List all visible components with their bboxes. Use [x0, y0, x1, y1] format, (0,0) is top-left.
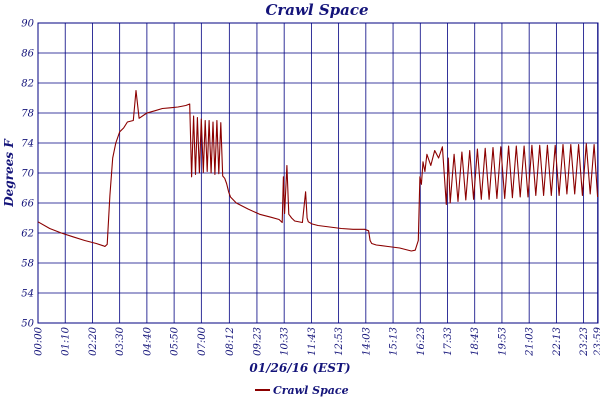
y-tick-label: 54 — [21, 289, 34, 300]
x-tick-label: 17:33 — [443, 327, 454, 356]
x-tick-label: 23:23 — [579, 327, 590, 357]
x-tick-label: 12:53 — [334, 327, 345, 356]
y-tick-label: 82 — [21, 79, 34, 90]
x-tick-label: 11:43 — [307, 327, 318, 356]
x-tick-label: 02:20 — [88, 326, 99, 355]
y-tick-label: 58 — [21, 259, 34, 270]
y-tick-label: 66 — [21, 199, 34, 210]
y-axis-label: Degrees F — [2, 138, 16, 208]
x-tick-label: 23:59 — [593, 326, 600, 356]
x-tick-label: 00:00 — [34, 326, 45, 355]
x-tick-label: 03:30 — [115, 326, 126, 355]
x-tick-label: 18:43 — [470, 327, 481, 356]
x-tick-label: 01:10 — [61, 326, 72, 355]
x-tick-label: 08:12 — [225, 327, 236, 356]
y-axis-ticks: 50 54 58 62 66 70 74 78 82 86 90 — [21, 19, 34, 330]
x-tick-label: 22:13 — [552, 327, 563, 357]
x-tick-label: 04:40 — [142, 326, 153, 355]
x-axis-label: 01/26/16 (EST) — [249, 361, 350, 375]
x-tick-label: 05:50 — [170, 326, 181, 355]
x-tick-label: 07:00 — [197, 326, 208, 355]
x-tick-label: 14:03 — [361, 327, 372, 356]
chart-title: Crawl Space — [265, 1, 368, 19]
legend: Crawl Space — [255, 384, 349, 397]
y-tick-label: 50 — [21, 319, 34, 330]
plot-area — [37, 22, 599, 324]
y-tick-label: 90 — [21, 19, 34, 30]
y-tick-label: 62 — [21, 229, 34, 240]
x-tick-label: 19:53 — [497, 327, 508, 356]
series-line — [37, 89, 599, 252]
series-group — [37, 89, 599, 252]
y-tick-label: 74 — [21, 139, 34, 150]
x-tick-label: 09:23 — [252, 327, 263, 356]
y-tick-label: 78 — [21, 109, 34, 120]
x-tick-label: 10:33 — [280, 327, 291, 356]
x-tick-label: 15:13 — [389, 327, 400, 356]
y-tick-label: 86 — [21, 49, 34, 60]
x-tick-label: 21:03 — [525, 327, 536, 357]
x-axis-ticks: 00:00 01:10 02:20 03:30 04:40 05:50 07:00 08:12… — [34, 326, 600, 356]
y-tick-label: 70 — [21, 169, 34, 180]
legend-label: Crawl Space — [273, 384, 349, 397]
x-tick-label: 16:23 — [416, 327, 427, 356]
